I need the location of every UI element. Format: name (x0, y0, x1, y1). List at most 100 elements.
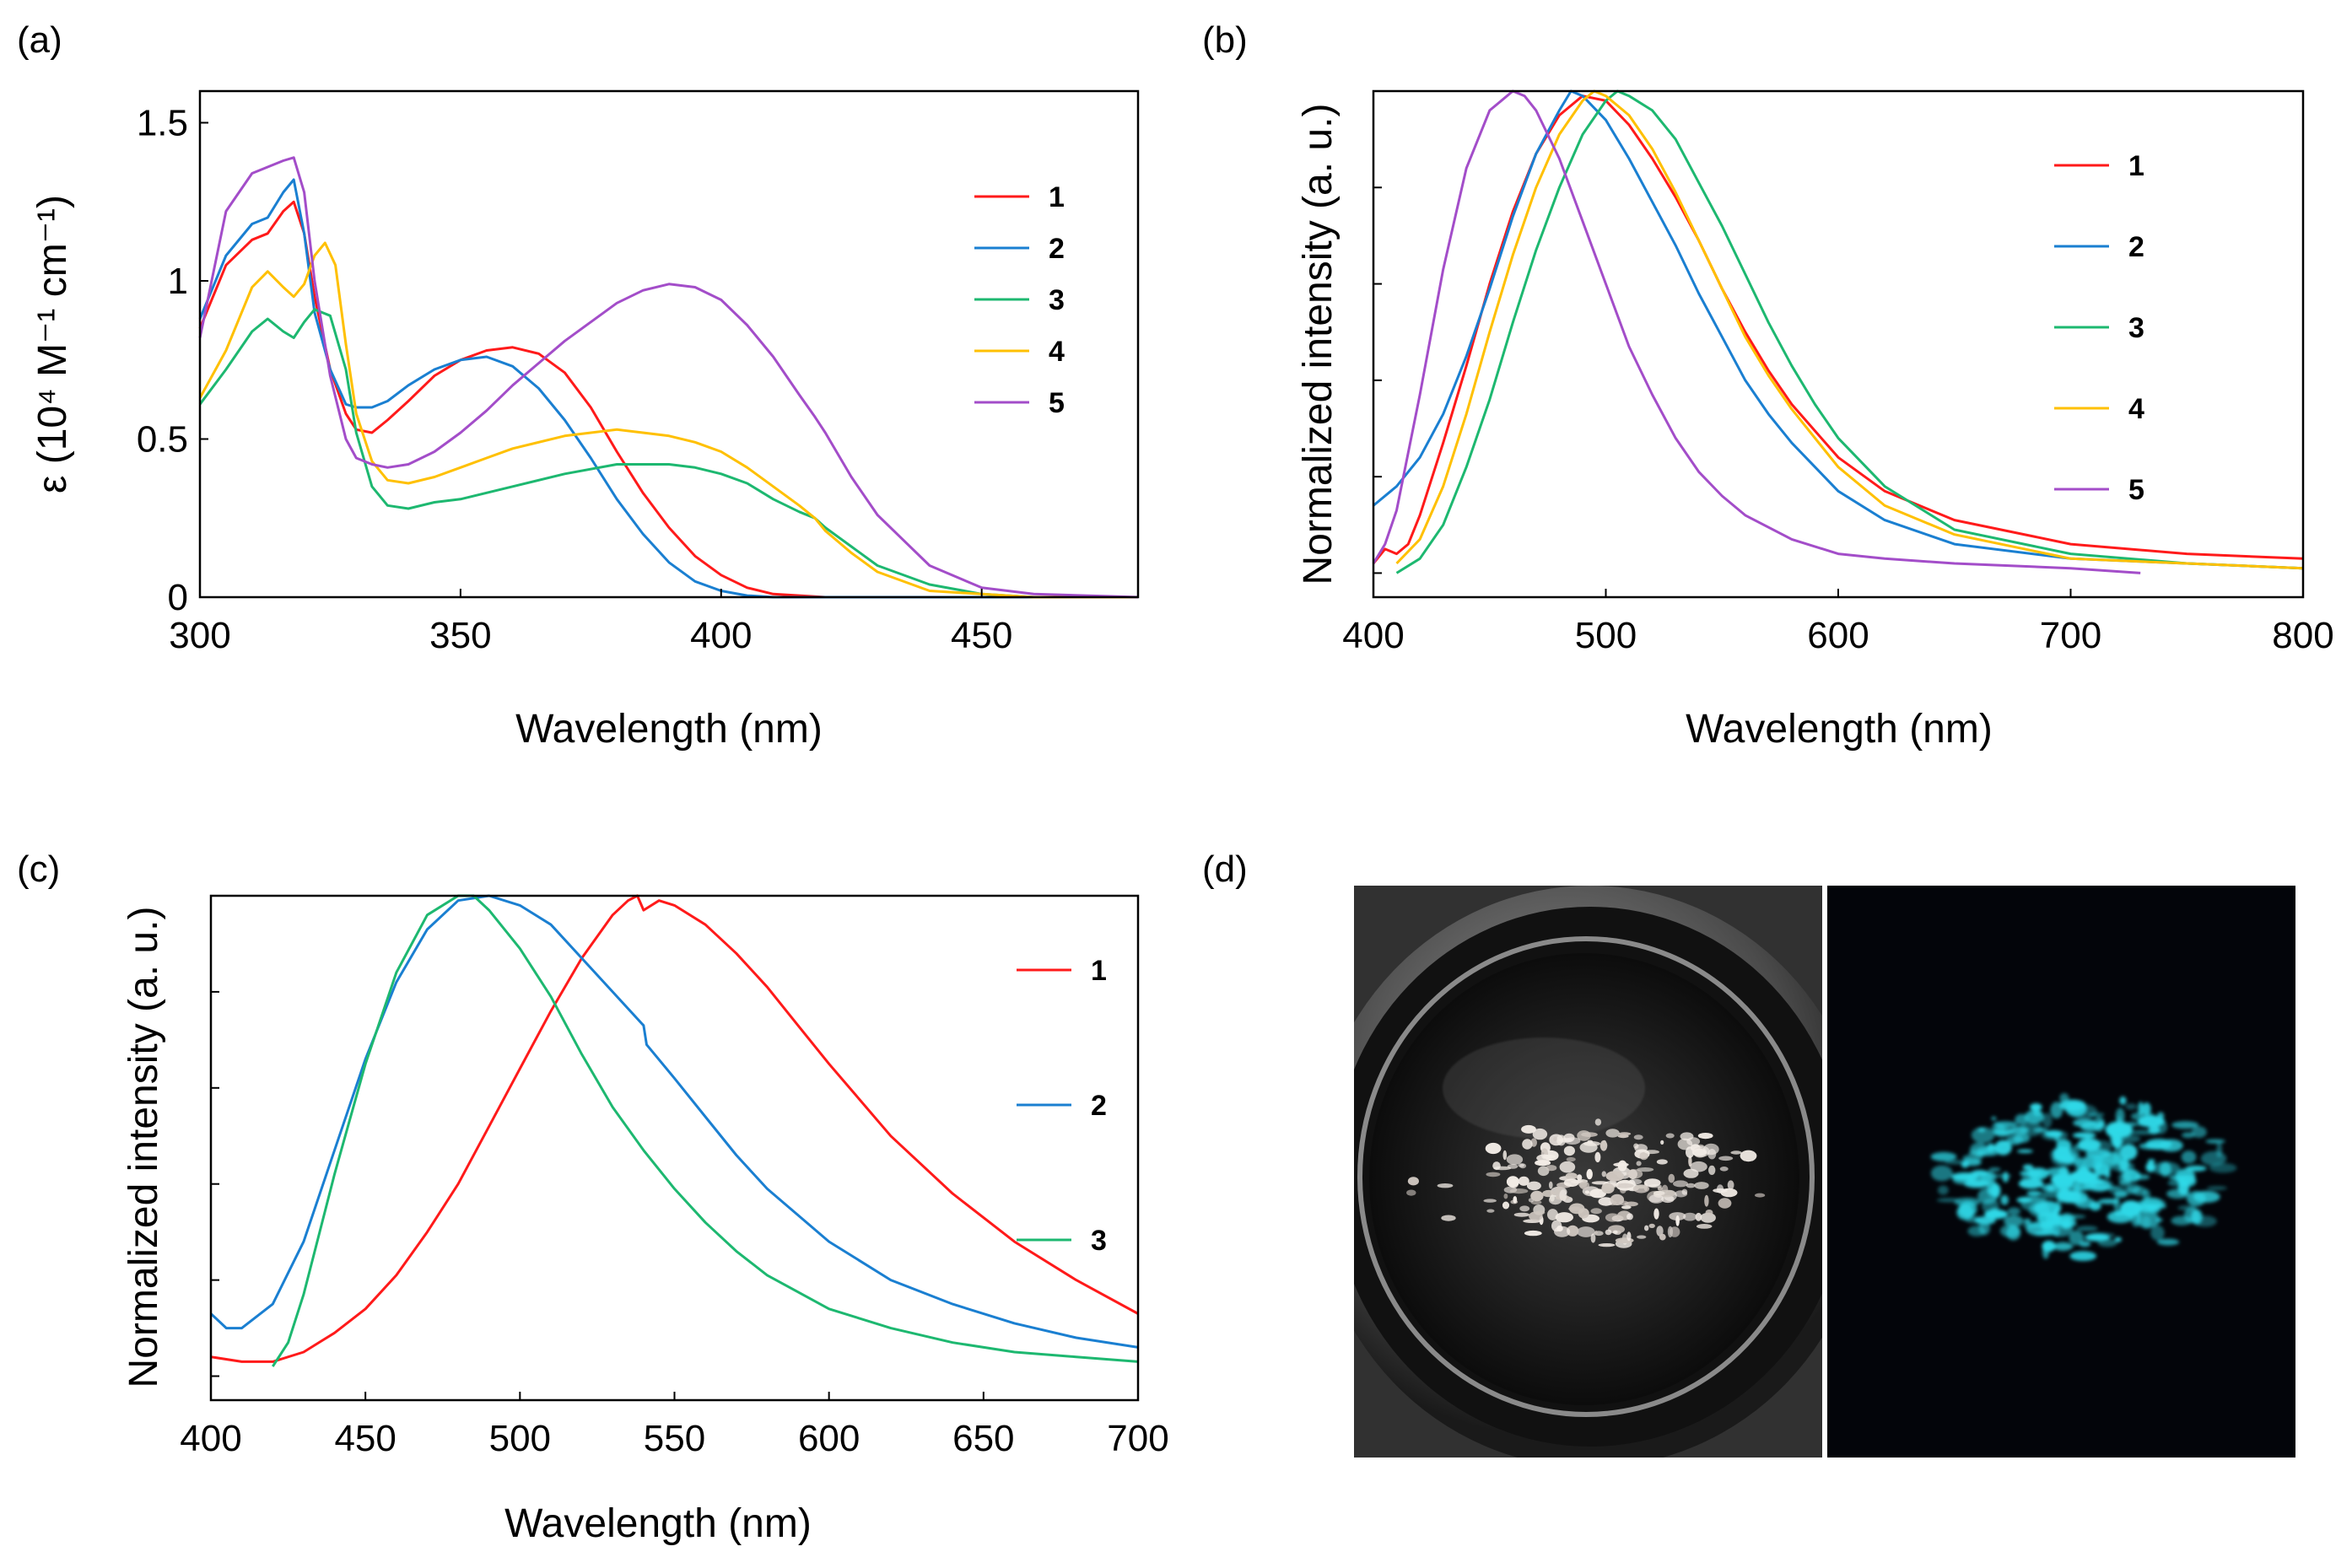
powder-crystal (1530, 1199, 1542, 1205)
emission-spot (2060, 1191, 2089, 1202)
emission-spot (2209, 1163, 2237, 1173)
emission-spot (1993, 1121, 2018, 1128)
emission-spot (2087, 1113, 2105, 1117)
series-a-5-line (198, 156, 1139, 599)
panel-label-b: (b) (1202, 19, 1248, 61)
emission-spot (2057, 1154, 2064, 1165)
emission-spot (2182, 1132, 2195, 1139)
emission-spot (2166, 1188, 2190, 1199)
emission-spot (2020, 1122, 2043, 1137)
chart-c-xtick-label: 550 (644, 1418, 705, 1459)
legend-b-label-5: 5 (2128, 474, 2144, 506)
powder-crystal (1668, 1173, 1675, 1183)
powder-crystal (1518, 1163, 1524, 1167)
emission-spot (1952, 1175, 1975, 1185)
series-a-2-line (198, 178, 1138, 599)
chart-c-xtick-label: 700 (1107, 1418, 1168, 1459)
powder-crystal (1565, 1172, 1578, 1180)
emission-spot (1956, 1204, 1974, 1220)
powder-crystal (1740, 1150, 1757, 1162)
emission-spot (1968, 1149, 1984, 1161)
chart-b-legend: 1 2 3 4 5 (2054, 150, 2144, 506)
chart-a-xtick-label: 300 (169, 615, 230, 656)
powder-crystal (1594, 1151, 1601, 1163)
emission-spot (2154, 1119, 2168, 1134)
emission-spot (1991, 1116, 1997, 1121)
powder-crystal (1518, 1176, 1529, 1186)
emission-spot (2216, 1141, 2223, 1158)
powder-crystal (1537, 1160, 1550, 1164)
emission-spot (2117, 1159, 2130, 1171)
emission-spot (1988, 1167, 2001, 1172)
legend-c-label-3: 3 (1091, 1225, 1107, 1257)
emission-spot (2081, 1141, 2096, 1146)
powder-crystal (1555, 1212, 1574, 1223)
powder-crystal (1708, 1165, 1716, 1175)
chart-c: 400 450 500 550 600 650 700 Wavelength (nm) No… (121, 894, 1169, 1546)
emission-spot (2059, 1093, 2069, 1103)
powder-crystal (1634, 1144, 1648, 1153)
emission-spot (2022, 1164, 2034, 1171)
powder-crystal (1598, 1197, 1614, 1206)
powder-crystal (1659, 1233, 1666, 1241)
emission-spot (2085, 1149, 2112, 1159)
series-b-1-line (1372, 94, 2304, 564)
powder-crystal (1579, 1181, 1589, 1190)
powder-crystal (1589, 1188, 1606, 1199)
emission-spot (1964, 1215, 1982, 1223)
emission-spot (2069, 1230, 2085, 1246)
powder-crystal (1553, 1136, 1557, 1141)
chart-c-xticks: 400 450 500 550 600 650 700 (180, 1392, 1169, 1459)
powder-crystal (1571, 1179, 1584, 1184)
powder-crystal (1705, 1210, 1713, 1216)
powder-crystal (1718, 1198, 1732, 1209)
series-a-3-line (198, 308, 1138, 599)
emission-spot (2006, 1226, 2021, 1241)
powder-crystal (1643, 1178, 1661, 1188)
powder-crystal (1612, 1230, 1618, 1235)
chart-a-xtick-label: 450 (951, 615, 1012, 656)
emission-spot (2093, 1155, 2102, 1172)
emission-spot (2046, 1167, 2069, 1177)
powder-crystal (1441, 1215, 1456, 1221)
chart-a-xlabel: Wavelength (nm) (515, 707, 823, 752)
emission-spot (2193, 1215, 2217, 1227)
series-a-1-line (198, 200, 1138, 599)
chart-c-lines (209, 894, 1139, 1367)
emission-spot (2142, 1188, 2150, 1200)
legend-b-label-3: 3 (2128, 312, 2144, 344)
emission-spot (2093, 1116, 2105, 1132)
emission-spot (2032, 1110, 2042, 1117)
powder-crystal (1513, 1212, 1530, 1217)
powder-crystal (1549, 1181, 1553, 1189)
powder-crystal (1564, 1137, 1581, 1145)
emission-spot (2142, 1102, 2151, 1116)
emission-spot (2145, 1139, 2172, 1150)
powder-crystal (1686, 1183, 1696, 1188)
emission-spot (2138, 1102, 2144, 1116)
emission-spot (2076, 1226, 2098, 1231)
powder-crystal (1532, 1128, 1548, 1140)
powder-crystal (1556, 1134, 1567, 1146)
legend-a-label-2: 2 (1049, 233, 1065, 265)
chart-b-xlabel: Wavelength (nm) (1686, 707, 1993, 752)
powder-crystal (1509, 1188, 1529, 1194)
legend-b-label-4: 4 (2128, 393, 2144, 425)
emission-spot (2147, 1159, 2155, 1164)
powder-crystal (1657, 1186, 1663, 1191)
emission-spot (2156, 1238, 2180, 1246)
powder-crystal (1644, 1150, 1659, 1155)
legend-a-label-1: 1 (1049, 181, 1065, 213)
emission-spot (1984, 1210, 2009, 1220)
emission-spot (2023, 1218, 2031, 1225)
emission-spot (2113, 1210, 2124, 1216)
emission-spot (2113, 1197, 2120, 1210)
powder-crystal (1502, 1150, 1508, 1161)
emission-spot (1938, 1185, 1949, 1195)
chart-b-xtick-label: 800 (2272, 615, 2333, 656)
powder-crystal (1618, 1132, 1632, 1136)
photo-uv-emission (1827, 886, 2295, 1458)
powder-crystal (1644, 1225, 1649, 1231)
chart-a-xtick-label: 400 (690, 615, 752, 656)
powder-crystal (1656, 1226, 1664, 1237)
